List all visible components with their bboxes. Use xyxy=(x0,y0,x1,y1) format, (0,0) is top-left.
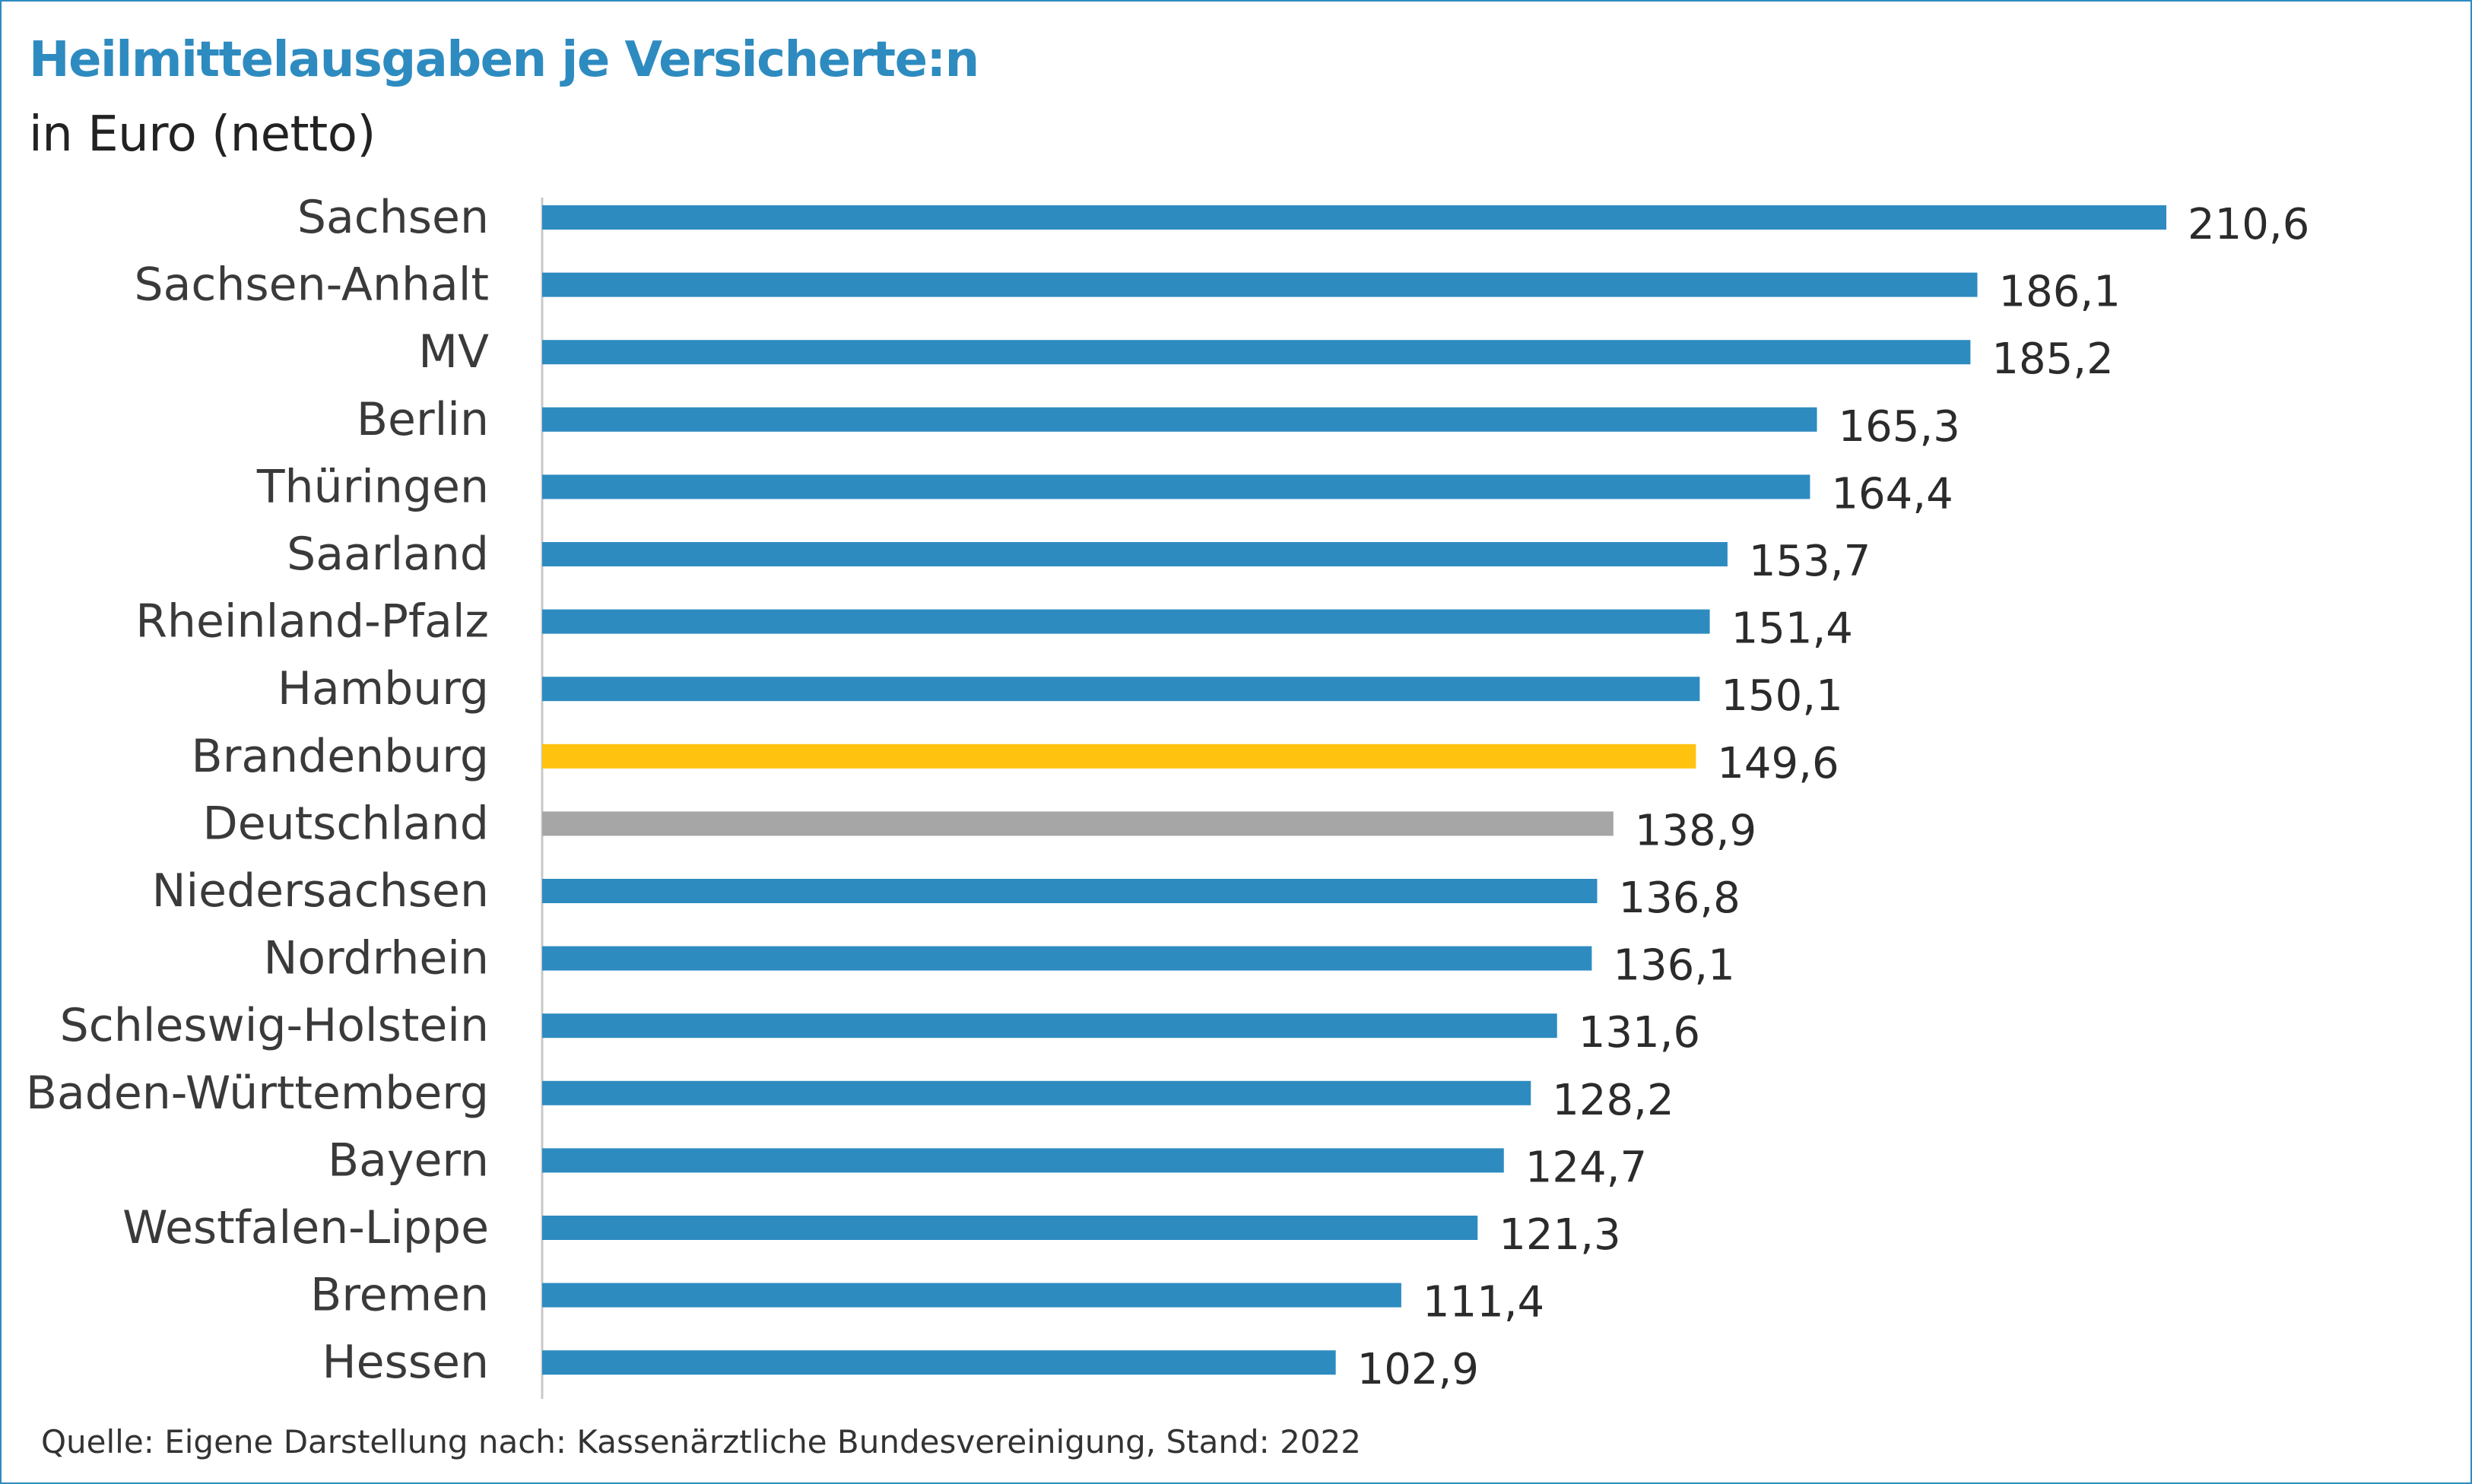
category-label: Bayern xyxy=(328,1134,489,1187)
category-label: Bremen xyxy=(310,1269,489,1322)
value-label: 210,6 xyxy=(2188,200,2309,249)
category-label: Rheinland-Pfalz xyxy=(135,595,489,648)
value-label: 111,4 xyxy=(1423,1278,1544,1327)
bar-sachsen xyxy=(542,205,2166,230)
value-label: 150,1 xyxy=(1721,671,1842,721)
bar-baden-württemberg xyxy=(542,1080,1531,1105)
value-label: 131,6 xyxy=(1579,1008,1700,1058)
category-label: Thüringen xyxy=(256,460,489,513)
value-label: 121,3 xyxy=(1499,1210,1620,1260)
bar-berlin xyxy=(542,407,1817,432)
category-label: MV xyxy=(418,325,489,379)
category-label: Saarland xyxy=(287,528,489,581)
category-label: Hessen xyxy=(322,1336,490,1389)
bar-hessen xyxy=(542,1350,1336,1375)
category-label: Sachsen-Anhalt xyxy=(135,258,489,312)
bar-thüringen xyxy=(542,474,1810,499)
value-label: 165,3 xyxy=(1839,402,1960,452)
bar-schleswig-holstein xyxy=(542,1013,1557,1038)
value-label: 151,4 xyxy=(1731,604,1853,654)
bars-group: Sachsen 210,6 Sachsen-Anhalt 186,1 MV 185,2 Be… xyxy=(26,191,2310,1394)
bar-deutschland xyxy=(542,811,1614,836)
value-label: 136,1 xyxy=(1613,941,1734,991)
bar-nordrhein xyxy=(542,946,1592,971)
category-label: Baden-Württemberg xyxy=(26,1067,489,1120)
value-label: 164,4 xyxy=(1831,469,1953,518)
category-label: Niedersachsen xyxy=(152,864,489,918)
bar-westfalen-lippe xyxy=(542,1216,1478,1240)
bar-mv xyxy=(542,340,1971,365)
bar-rheinland-pfalz xyxy=(542,609,1710,634)
category-label: Westfalen-Lippe xyxy=(122,1201,489,1254)
value-label: 185,2 xyxy=(1991,335,2113,384)
category-label: Hamburg xyxy=(278,662,489,715)
bar-saarland xyxy=(542,542,1728,566)
value-label: 153,7 xyxy=(1749,537,1871,586)
chart-title: Heilmittelausgaben je Versicherte:n xyxy=(29,32,979,88)
value-label: 136,8 xyxy=(1618,874,1740,923)
bar-bremen xyxy=(542,1283,1401,1308)
value-label: 138,9 xyxy=(1635,806,1756,855)
bar-niedersachsen xyxy=(542,879,1598,903)
bar-hamburg xyxy=(542,677,1700,702)
category-label: Brandenburg xyxy=(192,730,489,783)
value-label: 102,9 xyxy=(1357,1345,1479,1394)
value-label: 149,6 xyxy=(1717,739,1839,788)
value-label: 124,7 xyxy=(1525,1143,1647,1192)
category-label: Schleswig-Holstein xyxy=(60,999,489,1052)
category-label: Berlin xyxy=(357,393,489,446)
category-label: Deutschland xyxy=(203,797,490,850)
bar-sachsen-anhalt xyxy=(542,272,1978,297)
chart-subtitle: in Euro (netto) xyxy=(29,106,376,163)
source-note: Quelle: Eigene Darstellung nach: Kassenä… xyxy=(41,1423,1361,1460)
category-label: Sachsen xyxy=(297,191,489,244)
value-label: 186,1 xyxy=(1999,268,2121,317)
bar-brandenburg xyxy=(542,744,1696,769)
bar-bayern xyxy=(542,1148,1504,1173)
value-label: 128,2 xyxy=(1552,1076,1674,1125)
category-label: Nordrhein xyxy=(263,932,489,985)
